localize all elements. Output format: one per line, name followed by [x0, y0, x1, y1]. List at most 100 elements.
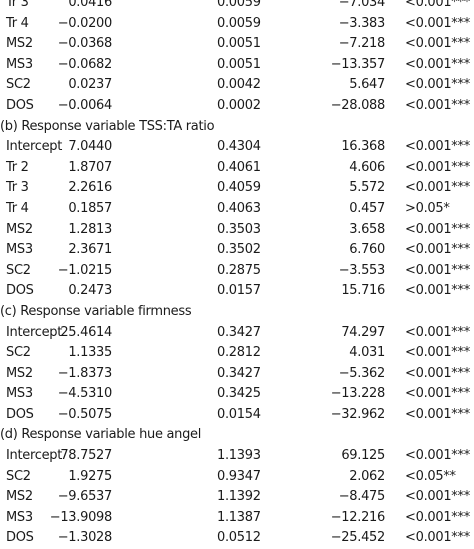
t-value-cell: −7.218 [338, 36, 386, 52]
std-error-cell: 1.1387 [217, 509, 261, 525]
std-error-cell: 0.4059 [217, 180, 261, 196]
term-cell: DOS [6, 530, 34, 546]
estimate-cell: 1.9275 [68, 468, 112, 484]
p-value-cell: <0.001*** [405, 448, 470, 464]
estimate-cell: 1.8707 [68, 159, 112, 175]
table-row: Intercept 78.7527 1.1393 69.125 <0.001*** [0, 446, 474, 467]
table-row: SC2 1.9275 0.9347 2.062 <0.05** [0, 467, 474, 488]
section-heading: (c) Response variable firmness [0, 302, 474, 323]
p-value-cell: <0.001*** [405, 139, 470, 155]
term-cell: Intercept [6, 139, 63, 155]
p-value-cell: <0.001*** [405, 283, 470, 299]
std-error-cell: 0.0002 [217, 97, 261, 113]
std-error-cell: 0.3503 [217, 221, 261, 237]
table-row: DOS 0.2473 0.0157 15.716 <0.001*** [0, 281, 474, 302]
p-value-cell: <0.001*** [405, 159, 470, 175]
p-value-cell: <0.001*** [405, 262, 470, 278]
term-cell: Tr 2 [6, 159, 29, 175]
std-error-cell: 0.3425 [217, 386, 261, 402]
std-error-cell: 0.9347 [217, 468, 261, 484]
std-error-cell: 0.0042 [217, 77, 261, 93]
t-value-cell: −32.962 [330, 406, 386, 422]
p-value-cell: <0.001*** [405, 221, 470, 237]
term-cell: SC2 [6, 345, 31, 361]
estimate-cell: −9.6537 [57, 489, 113, 505]
section-heading: (b) Response variable TSS:TA ratio [0, 117, 474, 138]
table-row: MS3 −13.9098 1.1387 −12.216 <0.001*** [0, 508, 474, 529]
term-cell: MS3 [6, 386, 33, 402]
p-value-cell: <0.001*** [405, 77, 470, 93]
term-cell: Intercept [6, 448, 63, 464]
t-value-cell: 16.368 [341, 139, 385, 155]
table-row: MS3 2.3671 0.3502 6.760 <0.001*** [0, 240, 474, 261]
t-value-cell: 69.125 [341, 448, 385, 464]
table-row: Intercept 7.0440 0.4304 16.368 <0.001*** [0, 137, 474, 158]
std-error-cell: 0.0059 [217, 15, 261, 31]
t-value-cell: 5.572 [349, 180, 385, 196]
p-value-cell: <0.001*** [405, 365, 470, 381]
term-cell: Tr 4 [6, 200, 29, 216]
section-heading: (d) Response variable hue angel [0, 425, 474, 446]
t-value-cell: −13.357 [330, 56, 386, 72]
std-error-cell: 0.0512 [217, 530, 261, 546]
estimate-cell: 0.0416 [68, 0, 112, 10]
std-error-cell: 0.0154 [217, 406, 261, 422]
table-row: MS2 1.2813 0.3503 3.658 <0.001*** [0, 220, 474, 241]
term-cell: SC2 [6, 262, 31, 278]
table-row: Tr 3 2.2616 0.4059 5.572 <0.001*** [0, 178, 474, 199]
term-cell: Tr 3 [6, 0, 29, 10]
p-value-cell: >0.05* [405, 200, 450, 216]
estimate-cell: 7.0440 [68, 139, 112, 155]
p-value-cell: <0.001*** [405, 56, 470, 72]
estimate-cell: 2.3671 [68, 242, 112, 258]
term-cell: DOS [6, 97, 34, 113]
t-value-cell: −25.452 [330, 530, 386, 546]
estimate-cell: 78.7527 [60, 448, 112, 464]
p-value-cell: <0.001*** [405, 345, 470, 361]
p-value-cell: <0.001*** [405, 530, 470, 546]
table-row: SC2 0.0237 0.0042 5.647 <0.001*** [0, 75, 474, 96]
p-value-cell: <0.001*** [405, 36, 470, 52]
p-value-cell: <0.05** [405, 468, 456, 484]
table-row: Tr 4 −0.0200 0.0059 −3.383 <0.001*** [0, 14, 474, 35]
estimate-cell: −0.0200 [57, 15, 113, 31]
estimate-cell: 0.1857 [68, 200, 112, 216]
estimate-cell: −1.3028 [57, 530, 113, 546]
t-value-cell: 6.760 [349, 242, 385, 258]
p-value-cell: <0.001*** [405, 386, 470, 402]
estimate-cell: −1.8373 [57, 365, 113, 381]
table-row: DOS −0.0064 0.0002 −28.088 <0.001*** [0, 96, 474, 117]
t-value-cell: 4.031 [349, 345, 385, 361]
term-cell: MS2 [6, 489, 33, 505]
estimate-cell: −4.5310 [57, 386, 113, 402]
std-error-cell: 0.3427 [217, 365, 261, 381]
estimate-cell: 1.2813 [68, 221, 112, 237]
estimate-cell: 2.2616 [68, 180, 112, 196]
std-error-cell: 0.0051 [217, 36, 261, 52]
table-row: MS2 −1.8373 0.3427 −5.362 <0.001*** [0, 364, 474, 385]
t-value-cell: 2.062 [349, 468, 385, 484]
t-value-cell: −7.034 [338, 0, 386, 10]
table-row: Tr 2 1.8707 0.4061 4.606 <0.001*** [0, 158, 474, 179]
table-row: MS3 −0.0682 0.0051 −13.357 <0.001*** [0, 55, 474, 76]
term-cell: Tr 4 [6, 15, 29, 31]
estimate-cell: −1.0215 [57, 262, 113, 278]
section-heading-text: (c) Response variable firmness [0, 303, 192, 319]
p-value-cell: <0.001*** [405, 324, 470, 340]
term-cell: Tr 3 [6, 180, 29, 196]
std-error-cell: 0.4063 [217, 200, 261, 216]
std-error-cell: 0.0051 [217, 56, 261, 72]
estimate-cell: −0.0368 [57, 36, 113, 52]
p-value-cell: <0.001*** [405, 406, 470, 422]
term-cell: MS3 [6, 509, 33, 525]
table-row: DOS −0.5075 0.0154 −32.962 <0.001*** [0, 405, 474, 426]
t-value-cell: 15.716 [341, 283, 385, 299]
table-row: MS2 −0.0368 0.0051 −7.218 <0.001*** [0, 34, 474, 55]
estimate-cell: 0.2473 [68, 283, 112, 299]
t-value-cell: −8.475 [338, 489, 386, 505]
term-cell: MS2 [6, 365, 33, 381]
table-row: SC2 1.1335 0.2812 4.031 <0.001*** [0, 343, 474, 364]
table-row: Tr 4 0.1857 0.4063 0.457 >0.05* [0, 199, 474, 220]
std-error-cell: 0.3502 [217, 242, 261, 258]
